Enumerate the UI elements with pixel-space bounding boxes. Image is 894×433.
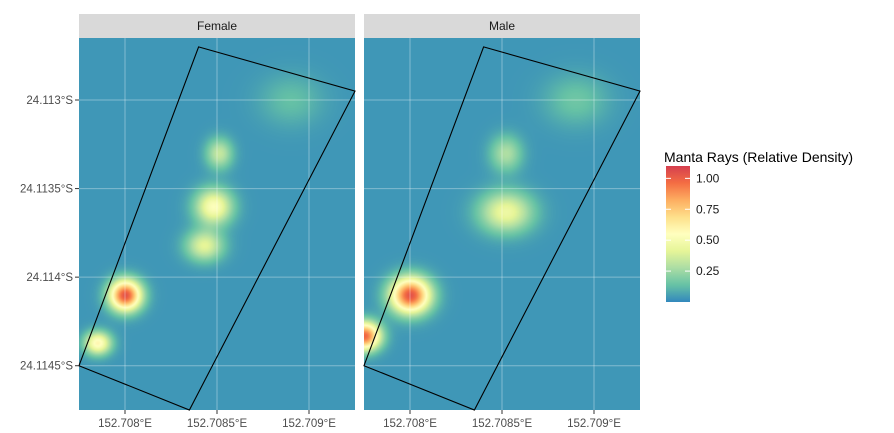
facet-strip (79, 14, 355, 38)
facet-strip-label: Female (197, 19, 237, 33)
grid-lines (364, 38, 640, 410)
x-tick-label: 152.709°E (282, 418, 336, 430)
legend-label: 0.25 (696, 264, 720, 278)
y-tick-label: 24.1135°S (20, 184, 73, 196)
y-tick-label: 24.1145°S (20, 361, 73, 373)
y-tick-label: 24.114°S (26, 272, 73, 284)
x-tick-label: 152.7085°E (187, 418, 248, 430)
legend-label: 0.75 (696, 202, 720, 216)
density-heatmap-male (364, 38, 640, 410)
facet-panel-male: Male 152.708°E 152.7085°E 152.709°E (363, 14, 641, 430)
legend: Manta Rays (Relative Density) 1.00 0.75 0.5… (664, 149, 853, 302)
x-tick-label: 152.708°E (383, 418, 437, 430)
x-tick-label: 152.708°E (98, 418, 152, 430)
y-axis: 24.113°S 24.1135°S 24.114°S 24.1145°S (20, 95, 79, 373)
legend-label: 1.00 (696, 171, 720, 185)
density-heatmap-female (79, 38, 355, 410)
facet-strip-label: Male (489, 19, 515, 33)
survey-area-polygon (78, 46, 356, 411)
x-tick-label: 152.7085°E (472, 418, 533, 430)
legend-label: 0.50 (696, 233, 720, 247)
y-tick-label: 24.113°S (26, 95, 73, 107)
facet-strip (364, 14, 640, 38)
legend-colorbar (666, 166, 690, 302)
x-tick-label: 152.709°E (567, 418, 621, 430)
facet-panel-female: Female 152.708°E 152.7085°E 152.709°E (78, 14, 356, 430)
grid-lines (79, 38, 355, 410)
survey-area-polygon (363, 46, 641, 411)
legend-title: Manta Rays (Relative Density) (664, 149, 853, 165)
